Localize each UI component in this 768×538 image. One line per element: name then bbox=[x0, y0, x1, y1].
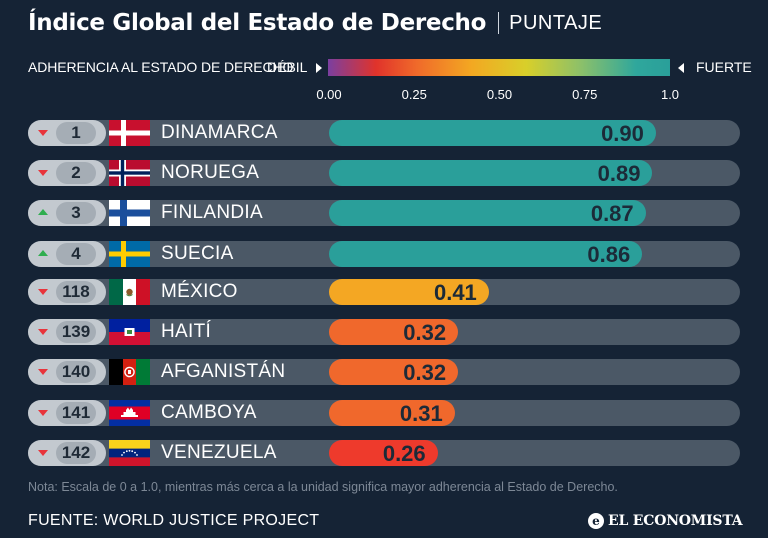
flag-sweden-icon bbox=[109, 241, 150, 267]
x-tick-label: 1.0 bbox=[660, 87, 680, 102]
footnote: Nota: Escala de 0 a 1.0, mientras más ce… bbox=[28, 480, 618, 494]
country-row: 1 DINAMARCA 0.90 bbox=[28, 120, 740, 146]
country-name: FINLANDIA bbox=[161, 202, 263, 223]
flag-norway-icon bbox=[109, 160, 150, 186]
arrow-down-icon bbox=[38, 450, 48, 456]
country-row: 118 MÉXICO 0.41 bbox=[28, 279, 740, 305]
brand-logo: e EL ECONOMISTA bbox=[588, 510, 743, 532]
bar bbox=[329, 241, 643, 267]
rank-number: 4 bbox=[56, 243, 96, 265]
value-label: 0.86 bbox=[587, 242, 631, 267]
color-legend: ADHERENCIA AL ESTADO DE DERECHO DÉBIL FU… bbox=[28, 58, 752, 78]
arrow-up-icon bbox=[38, 250, 48, 256]
arrow-down-icon bbox=[38, 329, 48, 335]
value-label: 0.90 bbox=[601, 121, 644, 146]
x-tick-label: 0.50 bbox=[486, 87, 513, 102]
rank-number: 118 bbox=[56, 281, 96, 303]
country-name: HAITÍ bbox=[161, 321, 212, 342]
bar bbox=[329, 440, 438, 466]
value-label: 0.41 bbox=[433, 280, 477, 305]
arrow-down-icon bbox=[38, 130, 48, 136]
country-row: 142 VENEZUELA 0.26 bbox=[28, 440, 740, 466]
rank-number: 142 bbox=[56, 442, 96, 464]
title-separator bbox=[498, 12, 500, 34]
rank-number: 140 bbox=[56, 361, 96, 383]
arrow-down-icon bbox=[38, 369, 48, 375]
triangle-left-icon bbox=[678, 63, 684, 73]
value-label: 0.26 bbox=[382, 441, 426, 466]
legend-weak-label: DÉBIL bbox=[267, 59, 308, 75]
bar bbox=[329, 359, 459, 385]
country-row: 141 CAMBOYA 0.31 bbox=[28, 400, 740, 426]
country-name: MÉXICO bbox=[161, 281, 238, 302]
legend-gradient bbox=[328, 59, 670, 76]
value-label: 0.89 bbox=[597, 161, 641, 186]
legend-label: ADHERENCIA AL ESTADO DE DERECHO bbox=[28, 59, 294, 75]
rank-number: 2 bbox=[56, 162, 96, 184]
arrow-down-icon bbox=[38, 289, 48, 295]
arrow-up-icon bbox=[38, 209, 48, 215]
rank-number: 3 bbox=[56, 202, 96, 224]
bar bbox=[329, 400, 455, 426]
brand-icon: e bbox=[588, 513, 604, 529]
flag-cambodia-icon bbox=[109, 400, 150, 426]
country-name: AFGANISTÁN bbox=[161, 361, 286, 382]
country-name: NORUEGA bbox=[161, 162, 260, 183]
rank-number: 139 bbox=[56, 321, 96, 343]
country-row: 140 AFGANISTÁN 0.32 bbox=[28, 359, 740, 385]
x-tick-label: 0.00 bbox=[316, 87, 342, 102]
country-row: 2 NORUEGA 0.89 bbox=[28, 160, 740, 186]
bar bbox=[329, 160, 653, 186]
country-row: 3 FINLANDIA 0.87 bbox=[28, 200, 740, 226]
country-row: 4 SUECIA 0.86 bbox=[28, 241, 740, 267]
flag-mexico-icon bbox=[109, 279, 150, 305]
country-name: DINAMARCA bbox=[161, 122, 278, 143]
country-name: VENEZUELA bbox=[161, 442, 277, 463]
flag-afghanistan-icon bbox=[109, 359, 150, 385]
arrow-down-icon bbox=[38, 170, 48, 176]
bar bbox=[329, 120, 656, 146]
value-label: 0.87 bbox=[590, 201, 634, 226]
bar bbox=[329, 279, 489, 305]
source-credit: FUENTE: WORLD JUSTICE PROJECT bbox=[28, 512, 320, 529]
rank-number: 141 bbox=[56, 402, 96, 424]
country-name: CAMBOYA bbox=[161, 402, 257, 423]
rank-number: 1 bbox=[56, 122, 96, 144]
bar bbox=[329, 319, 459, 345]
brand-name: EL ECONOMISTA bbox=[608, 513, 743, 529]
title-main: Índice Global del Estado de Derecho bbox=[28, 10, 487, 36]
bar bbox=[329, 200, 646, 226]
x-tick-label: 0.75 bbox=[572, 87, 598, 102]
value-label: 0.32 bbox=[403, 360, 447, 385]
country-row: 139 HAITÍ 0.32 bbox=[28, 319, 740, 345]
country-name: SUECIA bbox=[161, 243, 234, 264]
arrow-down-icon bbox=[38, 410, 48, 416]
x-tick-label: 0.25 bbox=[401, 87, 427, 102]
legend-strong-label: FUERTE bbox=[696, 59, 752, 75]
value-label: 0.31 bbox=[399, 401, 443, 426]
flag-finland-icon bbox=[109, 200, 150, 226]
chart-title: Índice Global del Estado de Derecho PUNT… bbox=[28, 6, 602, 40]
triangle-right-icon bbox=[316, 63, 322, 73]
flag-haiti-icon bbox=[109, 319, 150, 345]
flag-venezuela-icon bbox=[109, 440, 150, 466]
title-subtitle: PUNTAJE bbox=[509, 11, 603, 34]
x-axis-ticks: 0.00 0.25 0.50 0.75 1.0 bbox=[0, 87, 768, 103]
flag-denmark-icon bbox=[109, 120, 150, 146]
value-label: 0.32 bbox=[403, 320, 447, 345]
